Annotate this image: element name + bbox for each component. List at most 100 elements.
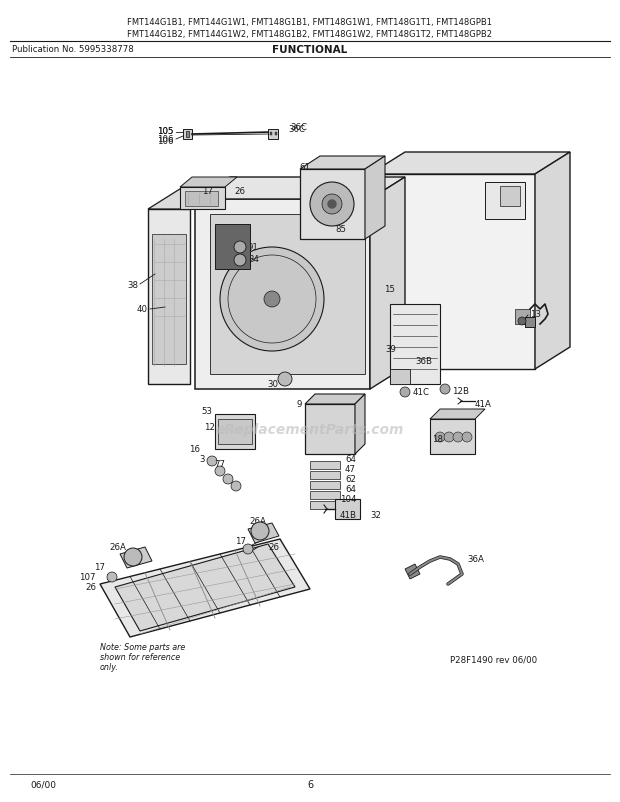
Text: 62: 62 [345,475,356,484]
Circle shape [234,241,246,253]
Text: 64: 64 [345,455,356,464]
Polygon shape [310,481,340,489]
Text: FMT144G1B2, FMT144G1W2, FMT148G1B2, FMT148G1W2, FMT148G1T2, FMT148GPB2: FMT144G1B2, FMT144G1W2, FMT148G1B2, FMT1… [128,30,492,39]
Text: 12: 12 [204,423,215,432]
Text: 36A: 36A [467,555,484,564]
Text: 106: 106 [157,136,174,144]
Circle shape [400,387,410,398]
Circle shape [215,467,225,476]
Text: 41B: 41B [340,510,357,519]
Text: 06/00: 06/00 [30,780,56,788]
Polygon shape [305,395,365,404]
Circle shape [234,255,246,267]
Text: 12B: 12B [452,387,469,396]
Polygon shape [248,524,279,543]
Polygon shape [375,305,390,325]
Polygon shape [186,132,189,138]
Polygon shape [370,153,570,175]
Polygon shape [115,545,295,631]
Text: eReplacementParts.com: eReplacementParts.com [216,423,404,436]
Polygon shape [310,461,340,469]
Polygon shape [120,547,152,569]
Text: FMT144G1B1, FMT144G1W1, FMT148G1B1, FMT148G1W1, FMT148G1T1, FMT148GPB1: FMT144G1B1, FMT144G1W1, FMT148G1B1, FMT1… [128,18,492,27]
Text: 41A: 41A [475,400,492,409]
Polygon shape [180,178,237,188]
Polygon shape [148,210,190,384]
Text: 36B: 36B [415,357,432,366]
Text: Publication No. 5995338778: Publication No. 5995338778 [12,45,134,54]
Text: 106: 106 [157,137,174,146]
Text: 61: 61 [299,164,311,172]
Circle shape [107,573,117,582]
Text: 85: 85 [335,225,346,234]
Polygon shape [500,187,520,207]
Polygon shape [268,130,278,140]
Polygon shape [355,395,365,455]
Circle shape [435,432,445,443]
Text: 15: 15 [384,286,395,294]
Text: 17: 17 [203,187,213,196]
Polygon shape [370,175,535,370]
Circle shape [124,549,142,566]
Polygon shape [370,178,405,390]
Polygon shape [195,200,370,390]
Polygon shape [310,501,340,509]
Text: 36C: 36C [288,125,305,134]
Polygon shape [535,153,570,370]
Text: 64: 64 [345,485,356,494]
Text: 41C: 41C [413,388,430,397]
Circle shape [243,545,253,554]
Circle shape [310,183,354,227]
Circle shape [223,475,233,484]
Polygon shape [305,404,355,455]
Circle shape [264,292,280,308]
Text: 77: 77 [214,460,225,469]
Text: 6: 6 [307,779,313,789]
Polygon shape [430,419,475,455]
Text: 53: 53 [202,407,213,416]
Text: 34: 34 [248,255,259,264]
Circle shape [462,432,472,443]
Circle shape [440,384,450,395]
Text: 105: 105 [157,128,174,136]
Polygon shape [515,310,530,325]
Text: Note: Some parts are: Note: Some parts are [100,642,185,652]
Polygon shape [210,215,365,375]
Polygon shape [275,133,277,136]
Polygon shape [430,410,485,419]
Polygon shape [405,565,420,579]
Polygon shape [300,170,365,240]
Polygon shape [215,415,255,449]
Polygon shape [215,225,250,269]
Text: 39: 39 [385,345,396,354]
Text: 26: 26 [268,543,279,552]
Circle shape [207,456,217,467]
Circle shape [518,318,526,326]
Polygon shape [300,157,385,170]
Text: only.: only. [100,662,119,671]
Text: 47: 47 [345,465,356,474]
Text: 26A: 26A [250,516,267,526]
Text: 104: 104 [340,495,356,504]
Circle shape [444,432,454,443]
Text: 38: 38 [127,280,138,290]
Polygon shape [365,157,385,240]
Polygon shape [148,188,225,210]
Polygon shape [485,183,525,220]
Text: 40: 40 [137,305,148,314]
Text: 16: 16 [189,445,200,454]
Polygon shape [218,419,252,444]
Text: 105: 105 [157,128,174,136]
Circle shape [322,195,342,215]
Text: 32: 32 [370,510,381,519]
Text: 13: 13 [530,310,541,319]
Text: 9: 9 [296,400,302,409]
Polygon shape [180,188,225,210]
Text: 17: 17 [235,537,246,546]
Polygon shape [270,133,272,136]
Polygon shape [310,492,340,500]
Text: shown for reference: shown for reference [100,653,180,662]
Text: P28F1490 rev 06/00: P28F1490 rev 06/00 [450,654,537,664]
Text: 36C: 36C [290,124,307,132]
Text: 17: 17 [94,563,105,572]
